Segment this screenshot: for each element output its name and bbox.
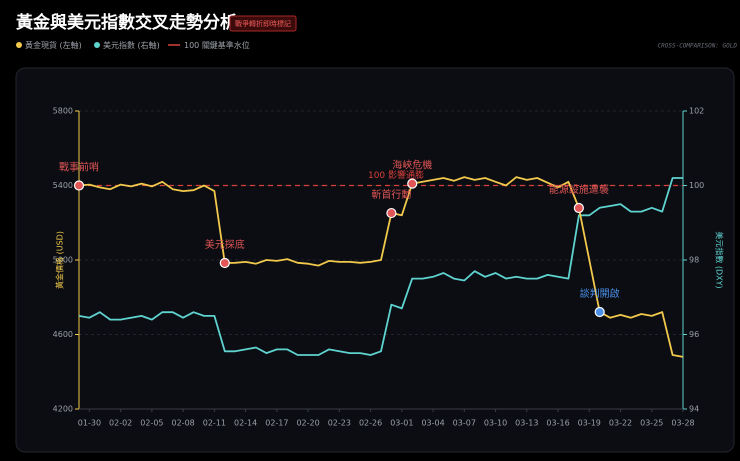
badge-box (229, 15, 297, 32)
legend-label: 100 關鍵基準水位 (184, 40, 250, 50)
x-tick-label: 02-11 (203, 419, 226, 428)
event-label: 海峽危機 (392, 159, 432, 172)
x-tick-label: 03-01 (390, 419, 413, 428)
series-line (78, 177, 683, 356)
x-tick-label: 03-25 (640, 419, 663, 428)
event-label: 美元探底 (205, 238, 245, 251)
x-tick-label: 02-02 (109, 419, 132, 428)
x-tick-label: 03-10 (484, 419, 507, 428)
event-marker (573, 202, 584, 214)
y2-tick-label: 98 (689, 256, 699, 265)
legend-swatch (94, 42, 100, 48)
x-tick-label: 03-16 (546, 419, 569, 428)
y2-tick-label: 94 (689, 405, 699, 414)
x-tick-label: 02-14 (234, 419, 257, 428)
x-tick-label: 03-22 (609, 419, 632, 428)
series-line (78, 176, 684, 358)
y2-tick-label: 100 (689, 181, 704, 190)
x-tick-label: 02-20 (296, 419, 319, 428)
reference-label: 100 影響通膨 (368, 169, 424, 181)
event-label: 斬首行動 (371, 188, 411, 201)
y-tick-label: 4600 (53, 330, 73, 339)
y-tick-label: 5000 (53, 256, 73, 265)
y-tick-label: 5400 (53, 181, 73, 190)
event-marker (594, 306, 605, 318)
legend-label: 美元指數 (右軸) (103, 40, 160, 50)
x-tick-label: 03-19 (578, 419, 601, 428)
x-tick-label: 02-05 (140, 419, 163, 428)
x-tick-label: 02-23 (328, 419, 351, 428)
y-tick-label: 5800 (53, 107, 73, 116)
x-tick-label: 01-30 (78, 419, 101, 428)
event-marker (219, 257, 230, 269)
badge: 戰爭轉折即時標記 (235, 19, 291, 28)
x-tick-label: 02-17 (265, 419, 288, 428)
event-marker (386, 207, 397, 219)
chart-title: 黃金與美元指數交叉走勢分析 (15, 12, 237, 33)
event-marker (73, 180, 85, 191)
x-tick-label: 03-28 (671, 419, 694, 428)
x-tick-label: 02-26 (359, 419, 382, 428)
x-tick-label: 03-07 (453, 419, 476, 428)
event-label: 能源設施遭襲 (549, 183, 609, 196)
subtitle: CROSS-COMPARISON: GOLD (658, 43, 738, 50)
y-tick-label: 4200 (53, 405, 73, 414)
event-label: 戰事前哨 (59, 161, 99, 174)
y2-tick-label: 102 (689, 107, 704, 116)
event-label: 談判開啟 (580, 287, 620, 300)
event-marker (407, 178, 418, 189)
y2-tick-label: 96 (689, 330, 699, 339)
legend-swatch (16, 42, 22, 48)
y-axis-title: 黃金價格 (USD) (55, 231, 65, 289)
x-tick-label: 03-13 (515, 419, 538, 428)
y2-axis-title: 美元指數 (DXY) (715, 231, 725, 288)
x-tick-label: 02-08 (172, 419, 195, 428)
legend-label: 黃金現貨 (左軸) (25, 40, 82, 50)
x-tick-label: 03-04 (421, 419, 444, 428)
